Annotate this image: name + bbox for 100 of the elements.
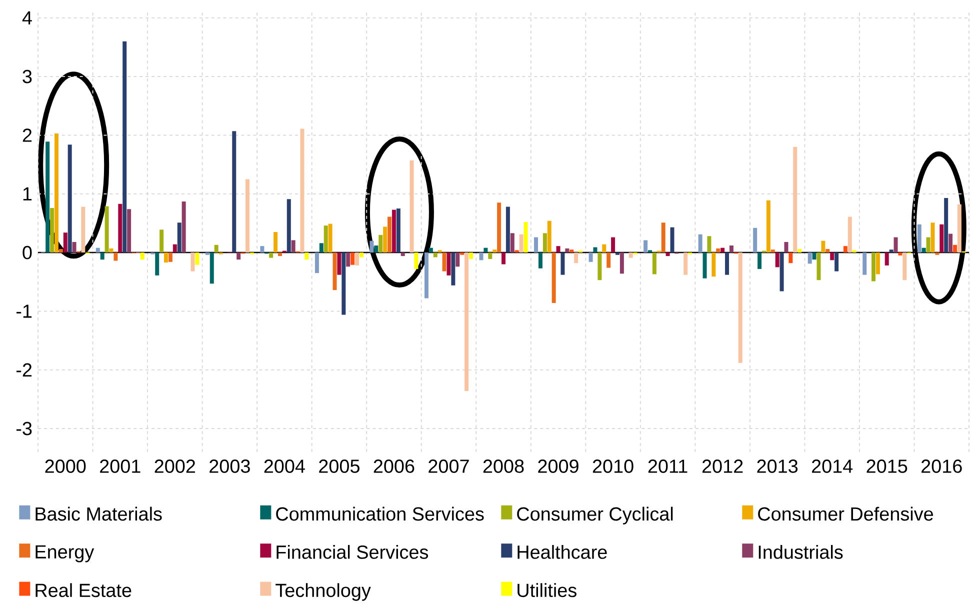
y-tick-label: -3 [16,422,32,436]
bar [826,249,830,253]
legend-label: Consumer Cyclical [517,506,673,524]
bar [446,252,451,276]
bar [210,252,214,284]
bar [127,209,132,253]
bar [593,247,598,253]
bar [648,250,652,253]
bar [775,252,780,268]
bar [114,252,118,261]
bar [770,250,775,253]
bar [574,252,578,264]
bar [922,248,926,253]
bar [552,252,556,303]
bar [245,179,250,253]
bar [798,249,802,253]
bar [274,232,278,253]
bar [269,252,274,258]
bar [400,252,405,256]
bar [702,252,707,278]
bar [565,248,570,253]
bar [725,252,730,275]
bar [72,242,76,253]
x-tick-label: 2002 [154,460,196,473]
bar [396,208,400,253]
bar [620,252,624,274]
x-tick-label: 2013 [757,460,798,473]
bar [410,160,414,253]
bar [712,252,716,277]
y-tick-label: 1 [23,187,32,200]
bar [948,234,953,253]
bar [424,252,428,298]
bar [414,252,418,269]
bar [164,252,168,263]
bar [666,252,670,256]
bar [100,252,104,260]
y-tick-label: -1 [16,304,32,318]
x-tick-label: 2005 [319,460,360,473]
bar [808,252,812,264]
bar [451,252,456,286]
bar [902,252,907,280]
legend-label: Utilities [518,583,576,598]
legend-label: Healthcare [518,544,607,559]
bar [889,250,894,253]
bar [300,128,304,253]
bar [314,252,319,274]
legend-label: Consumer Defensive [758,506,933,521]
bar [388,216,392,253]
x-tick-label: 2014 [812,460,853,473]
bar [644,240,648,253]
y-tick-label: 0 [22,246,32,260]
bar [834,252,839,272]
y-tick-label: 4 [22,11,32,24]
bar [168,252,172,262]
x-tick-label: 2009 [538,460,578,473]
bar [780,252,784,292]
bar [319,243,324,253]
bar [492,250,497,253]
bar [684,252,688,275]
bar [109,248,114,253]
legend-label: Real Estate [36,583,132,598]
bar [155,252,160,276]
y-tick-label: 2 [22,128,32,142]
x-tick-label: 2004 [264,460,305,473]
bar [118,204,122,253]
bar [830,252,834,260]
bar [930,222,935,253]
bar [848,216,852,253]
bar [337,252,342,275]
bar [753,228,758,253]
bar [468,252,473,259]
bar [370,240,374,253]
bar [104,206,109,253]
bar [214,244,218,253]
bar [50,208,54,253]
bar [570,250,574,253]
bar [821,240,826,253]
bar [488,252,492,259]
bar [304,252,309,260]
bar [738,252,742,363]
bar [729,245,734,253]
x-tick-label: 2008 [483,460,524,473]
bar [560,252,565,275]
y-tick-label: -2 [16,363,32,376]
bar [547,220,552,253]
bar [456,252,460,267]
legend-label: Financial Services [276,544,428,559]
bar [652,252,656,274]
bar [698,234,702,253]
bar [843,246,848,253]
bar [534,237,538,253]
bar [46,142,50,253]
bar [428,248,433,253]
bar [598,252,602,280]
bar [628,252,633,258]
bar [793,146,798,253]
bar [328,224,332,253]
bar [852,250,856,253]
x-tick-label: 2011 [648,460,688,473]
x-tick-label: 2012 [702,460,743,473]
